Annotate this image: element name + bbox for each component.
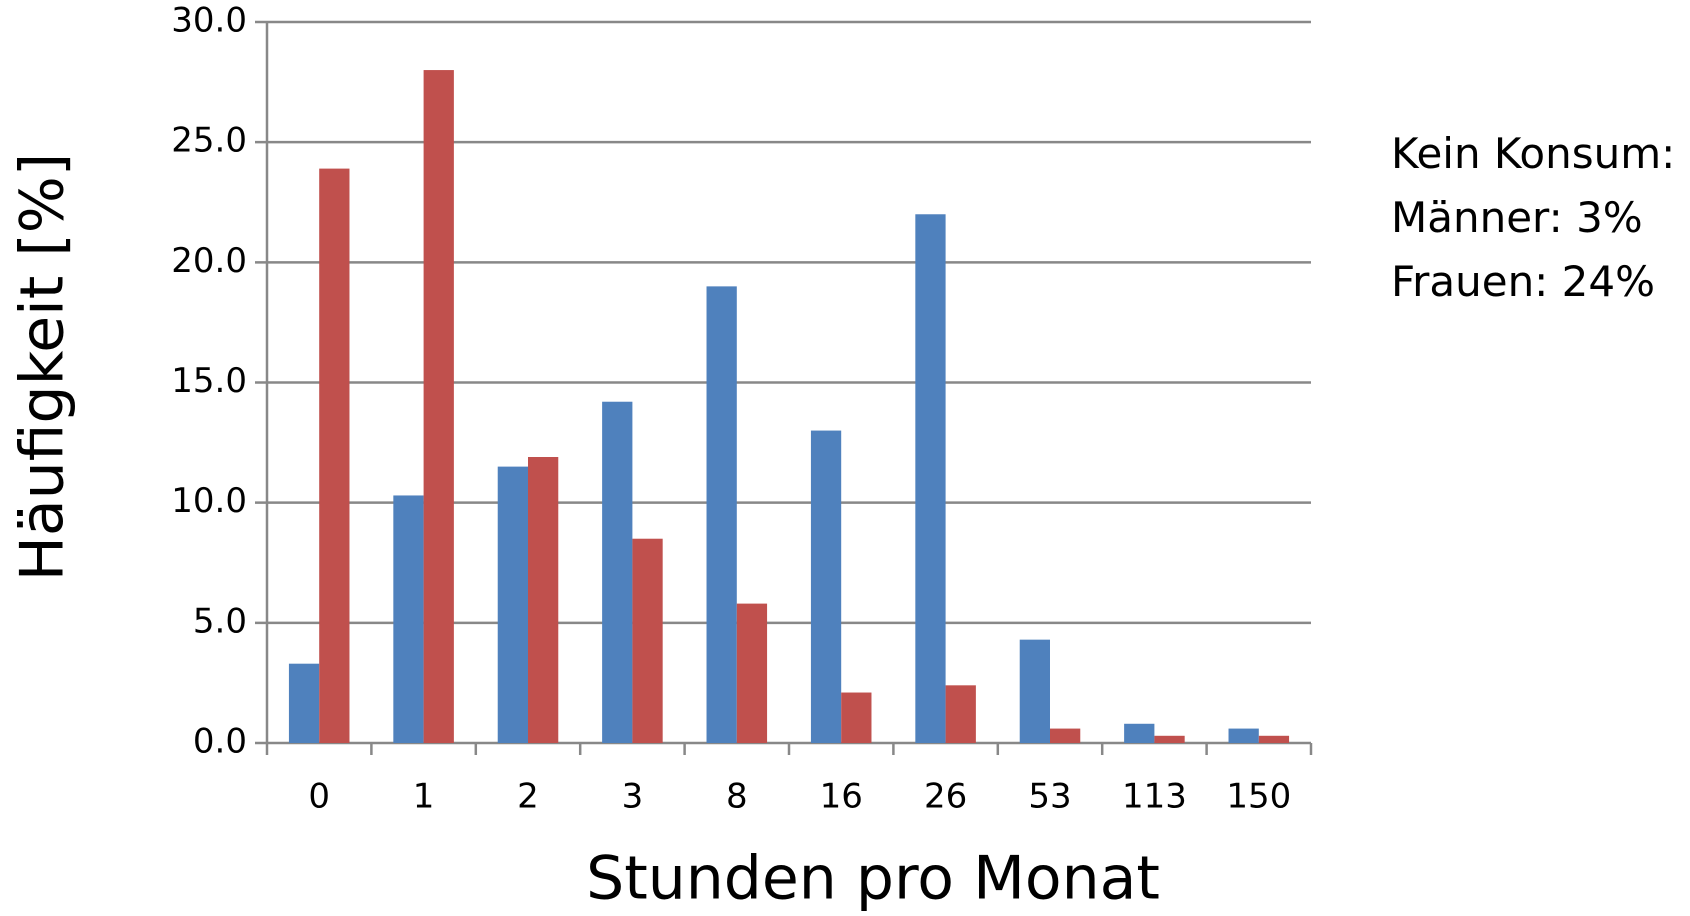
y-tick-label: 0.0 xyxy=(193,722,247,762)
y-tick-label: 15.0 xyxy=(171,361,247,401)
y-tick-label: 30.0 xyxy=(171,1,247,41)
bar xyxy=(915,214,946,743)
y-tick-label: 10.0 xyxy=(171,481,247,521)
x-tick-label: 16 xyxy=(820,777,863,817)
x-tick-label: 1 xyxy=(413,777,435,817)
x-tick-label: 3 xyxy=(622,777,644,817)
x-tick-label: 26 xyxy=(924,777,967,817)
y-axis-title: Häufigkeit [%] xyxy=(8,153,78,581)
bar xyxy=(1154,735,1185,743)
bar xyxy=(423,70,454,744)
x-tick-label: 53 xyxy=(1028,777,1071,817)
x-tick-label: 2 xyxy=(517,777,539,817)
bar xyxy=(393,495,424,743)
bar xyxy=(288,663,320,743)
bar xyxy=(706,286,737,743)
x-axis-title: Stunden pro Monat xyxy=(586,844,1160,914)
x-tick-label: 8 xyxy=(726,777,748,817)
bar xyxy=(602,401,633,743)
bar xyxy=(945,685,976,743)
y-tick-label: 20.0 xyxy=(171,241,247,281)
y-tick-label: 5.0 xyxy=(193,601,247,641)
y-tick-label: 25.0 xyxy=(171,121,247,161)
bar xyxy=(497,466,528,743)
bar xyxy=(1258,735,1290,743)
annotation: Kein Konsum: xyxy=(1391,129,1675,178)
bar xyxy=(736,603,768,743)
bar xyxy=(841,692,872,743)
bar xyxy=(319,168,350,743)
x-tick-label: 0 xyxy=(308,777,330,817)
bar xyxy=(528,457,559,743)
bar xyxy=(1019,639,1050,743)
bar xyxy=(810,430,842,743)
bar xyxy=(1050,728,1081,743)
annotation: Männer: 3% xyxy=(1391,193,1643,242)
bar xyxy=(1124,723,1155,743)
bar xyxy=(1228,728,1259,743)
bar xyxy=(632,538,663,743)
annotation: Frauen: 24% xyxy=(1391,257,1655,306)
x-tick-label: 113 xyxy=(1122,777,1187,817)
x-tick-label: 150 xyxy=(1226,777,1291,817)
